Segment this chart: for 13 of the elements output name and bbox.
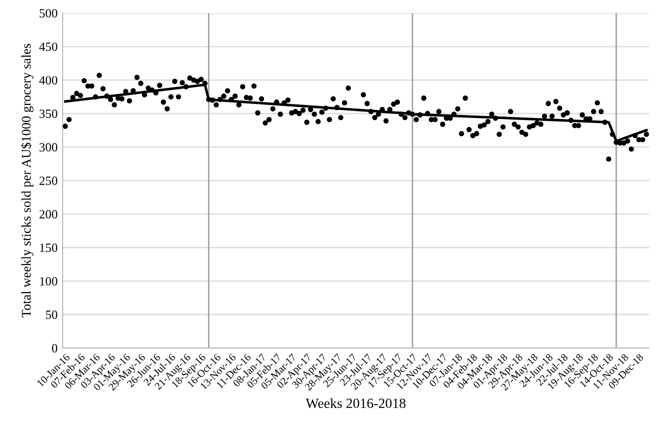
y-axis-title: Total weekly sticks sold per AU$1000 grocery sales	[21, 44, 34, 318]
y-tick-label: 200	[40, 210, 58, 218]
y-tick-label: 50	[46, 310, 58, 319]
y-tick-label: 0	[52, 344, 58, 352]
y-tick-label: 300	[40, 143, 58, 152]
y-tick-label: 250	[40, 176, 58, 185]
y-tick-label: 400	[39, 76, 58, 84]
y-tick-label: 150	[40, 244, 58, 252]
y-tick-label: 500	[40, 9, 58, 18]
x-axis-title: Weeks 2016-2018	[306, 398, 406, 408]
y-tick-label: 350	[40, 110, 58, 118]
y-tick-label: 450	[39, 42, 58, 52]
y-tick-label: 100	[40, 277, 58, 286]
